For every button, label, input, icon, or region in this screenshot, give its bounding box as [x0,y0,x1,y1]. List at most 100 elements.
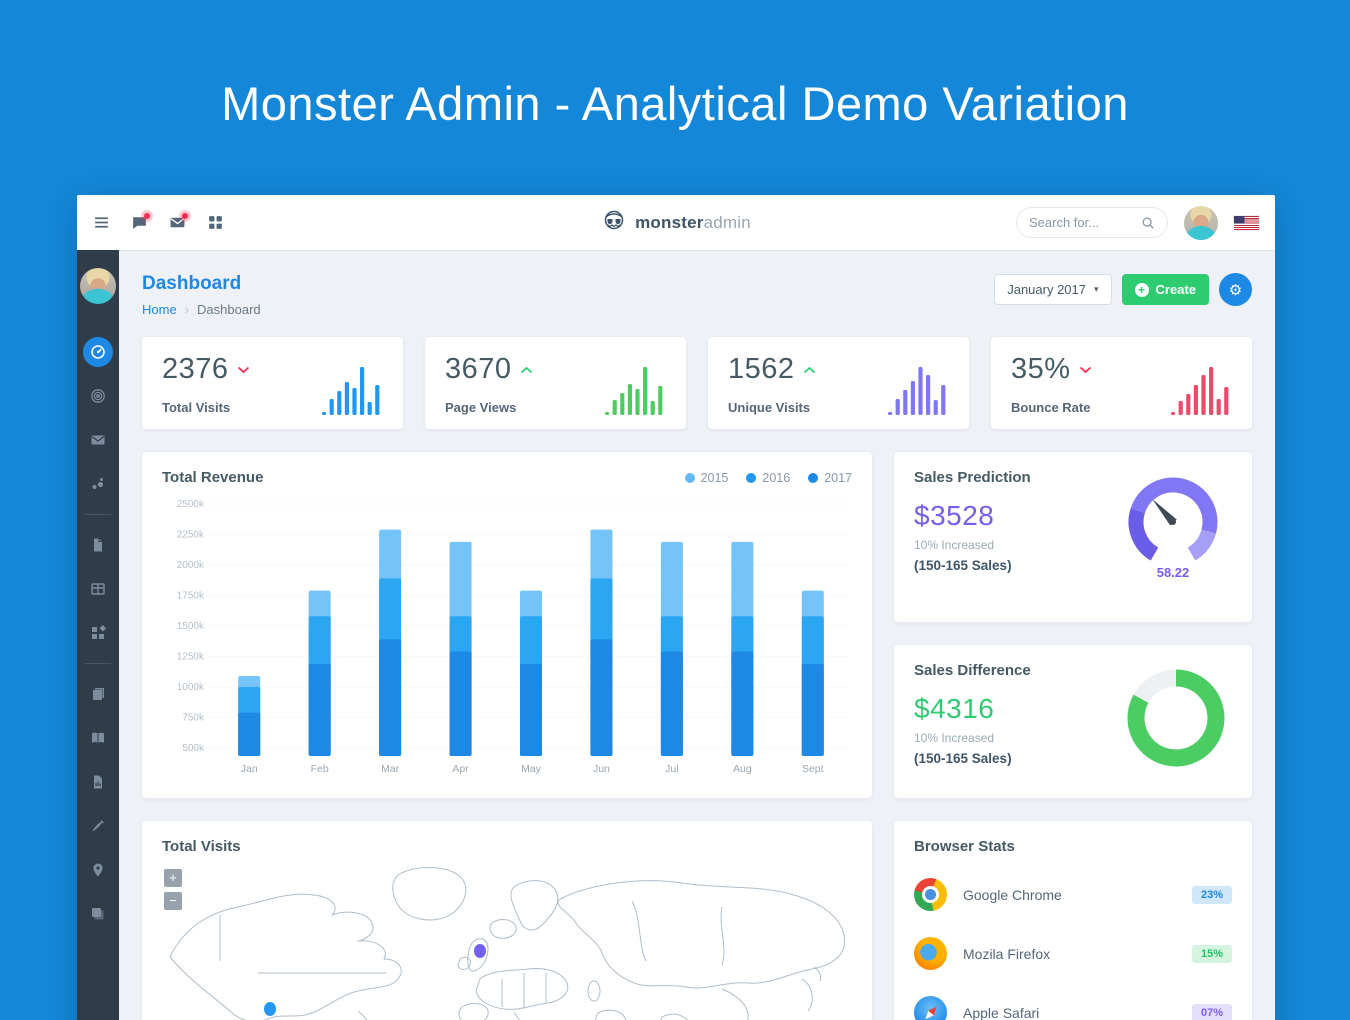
total-revenue-chart: 2500k 2250k 2000k 1750k 1500k 1250k 1000k 750k 5… [177,499,848,775]
legend-dot [746,472,757,483]
sidebar-item-widgets[interactable] [83,618,113,648]
legend-item-2015[interactable]: 2015 [684,470,729,485]
trend-up-icon [803,366,815,373]
search-icon[interactable] [1141,216,1155,230]
browser-share-badge: 07% [1191,1003,1232,1020]
sidebar-item-design[interactable] [83,811,113,841]
map-zoom-in-button[interactable]: + [164,869,182,887]
total-revenue-title: Total Revenue [162,469,264,486]
topbar-right [899,205,1259,240]
sidebar-item-library[interactable] [83,679,113,709]
firefox-icon [914,937,947,970]
legend-dot [684,472,695,483]
sidebar-avatar[interactable] [80,268,116,304]
map-marker[interactable] [474,944,486,958]
stat-label: Total Visits [162,400,231,415]
legend-dot [808,472,819,483]
sales-prediction-sub: 10% Increased [914,538,995,552]
sidebar-item-target[interactable] [83,381,113,411]
stat-sparkline [605,367,663,415]
breadcrumb: Home › Dashboard [142,302,261,317]
stat-value: 3670 [445,353,512,385]
brand-name: monsteradmin [635,212,751,232]
sidebar [77,250,119,1020]
menu-icon[interactable] [93,214,111,232]
gear-icon: ⚙ [1228,281,1243,299]
sidebar-nav [83,330,113,936]
month-select[interactable]: January 2017 ▾ [994,274,1112,305]
svg-text:Jan: Jan [241,763,258,775]
svg-text:1000k: 1000k [177,682,205,693]
language-flag-us[interactable] [1234,215,1259,230]
world-map [169,867,846,1020]
map-marker[interactable] [264,1002,276,1016]
sidebar-item-locations[interactable] [83,855,113,885]
breadcrumb-current: Dashboard [197,302,261,317]
create-button[interactable]: + Create [1121,274,1209,305]
sales-prediction-card: Sales Prediction $3528 10% Increased (15… [894,452,1252,622]
legend-item-2017[interactable]: 2017 [808,471,852,485]
stat-value: 35% [1011,353,1071,385]
legend-label: 2015 [700,470,729,485]
stats-row: 2376 Total Visits 3670 Page Views 1562 Unique… [142,337,1252,429]
settings-button[interactable]: ⚙ [1219,273,1252,306]
monster-logo-icon [601,209,627,236]
sales-difference-range: (150-165 Sales) [914,751,1012,766]
user-avatar[interactable] [1184,205,1218,240]
svg-text:2000k: 2000k [177,560,205,571]
stat-label: Page Views [445,400,517,415]
browser-name: Google Chrome [963,886,1062,903]
search-input[interactable] [1029,215,1141,230]
sidebar-item-tables[interactable] [83,574,113,604]
sidebar-item-layouts[interactable] [83,899,113,929]
chevron-down-icon: ▾ [1094,284,1099,294]
sidebar-item-charts[interactable] [83,469,113,499]
page-title: Monster Admin - Analytical Demo Variatio… [221,77,1129,130]
search-box [1016,207,1168,238]
notification-dot [141,209,153,222]
sidebar-item-docs[interactable] [83,723,113,753]
sidebar-item-dashboard[interactable] [83,337,113,367]
svg-text:May: May [521,763,542,775]
svg-text:1250k: 1250k [177,652,205,663]
stat-card-total-visits: 2376 Total Visits [142,337,403,429]
notification-dot [179,209,191,222]
svg-text:Jul: Jul [665,763,678,775]
legend-item-2016[interactable]: 2016 [746,471,790,485]
sidebar-item-pages[interactable] [83,530,113,560]
plus-icon: + [1134,282,1149,297]
sales-difference-title: Sales Difference [914,662,1031,679]
svg-text:500k: 500k [182,743,205,754]
breadcrumb-home-link[interactable]: Home [142,302,177,317]
brand: monsteradmin [453,209,899,236]
stat-label: Bounce Rate [1011,400,1091,415]
browser-share-badge: 15% [1191,944,1232,963]
sidebar-divider [85,663,111,664]
sidebar-divider [85,514,111,515]
sales-prediction-gauge: 58.22 [1128,477,1218,580]
topbar: monsteradmin [77,195,1275,250]
revenue-legend: 2015 2016 2017 [684,470,852,485]
browser-rows: Google Chrome 23% Mozila Firefox 15% Apple S… [914,865,1232,1020]
svg-text:750k: 750k [182,713,205,724]
browser-row-apple-safari: Apple Safari 07% [914,983,1232,1020]
gauge-value-label: 58.22 [1157,565,1190,580]
sales-difference-amount: $4316 [914,693,995,724]
svg-text:Jun: Jun [593,763,610,775]
chat-icon[interactable] [131,209,153,232]
dashboard-title: Dashboard [142,273,242,294]
browser-name: Mozila Firefox [963,945,1051,962]
mail-icon[interactable] [169,209,191,232]
legend-label: 2017 [824,470,852,485]
sales-prediction-range: (150-165 Sales) [914,558,1012,573]
map-zoom-out-button[interactable]: − [164,892,182,910]
stat-label: Unique Visits [728,400,811,415]
app-window: monsteradmin Dashboard Home › [77,195,1275,1020]
grid-icon[interactable] [207,214,225,232]
sidebar-item-reports[interactable] [83,767,113,797]
stat-value: 1562 [728,353,795,385]
sidebar-item-inbox[interactable] [83,425,113,455]
svg-text:1750k: 1750k [177,591,205,602]
total-visits-card: Total Visits + − [142,821,872,1020]
legend-label: 2016 [762,470,791,485]
